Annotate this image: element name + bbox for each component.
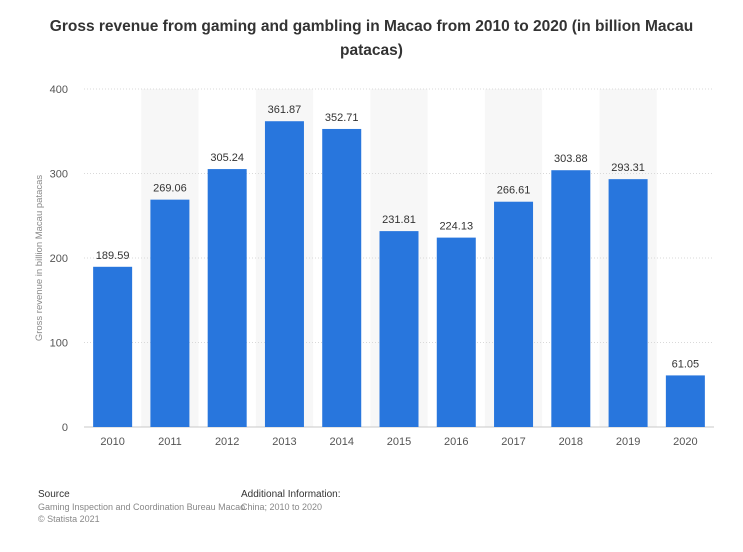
x-tick-label: 2014	[329, 436, 353, 448]
x-tick-label: 2015	[387, 436, 411, 448]
data-label: 189.59	[96, 250, 130, 262]
x-tick-label: 2020	[673, 436, 697, 448]
x-tick-label: 2011	[158, 436, 182, 448]
x-tick-label: 2012	[215, 436, 239, 448]
x-tick-label: 2016	[444, 436, 468, 448]
chart-title: Gross revenue from gaming and gambling i…	[49, 18, 694, 59]
x-tick-label: 2019	[616, 436, 640, 448]
additional-info-heading: Additional Information:	[241, 489, 341, 500]
source-line-2: © Statista 2021	[38, 514, 100, 524]
data-label: 305.24	[210, 152, 244, 164]
data-label: 231.81	[382, 214, 416, 226]
bar	[436, 237, 476, 427]
additional-info-line: China; 2010 to 2020	[241, 502, 323, 512]
bar-chart: 0 100 200 300 400 Gross revenue in billion Ma…	[34, 84, 714, 448]
x-tick-label: 2018	[559, 436, 583, 448]
data-label: 361.87	[268, 104, 302, 116]
x-tick-label: 2010	[100, 436, 124, 448]
bar	[379, 231, 419, 427]
data-label: 293.31	[611, 162, 645, 174]
y-tick-label: 0	[62, 422, 68, 434]
source-line-1: Gaming Inspection and Coordination Burea…	[38, 502, 246, 512]
bar	[608, 179, 648, 427]
bar	[264, 121, 304, 427]
data-label: 269.06	[153, 183, 187, 195]
bar	[207, 169, 247, 427]
data-label: 352.71	[325, 112, 359, 124]
y-tick-label: 100	[50, 338, 68, 350]
bar	[322, 128, 362, 427]
data-label: 224.13	[439, 221, 473, 233]
source-block: Source Gaming Inspection and Coordinatio…	[38, 489, 245, 525]
additional-info-block: Additional Information: China; 2010 to 2…	[241, 489, 341, 513]
data-label: 303.88	[554, 153, 588, 165]
bar	[93, 266, 133, 427]
source-heading: Source	[38, 489, 70, 500]
y-tick-label: 200	[50, 253, 68, 265]
y-tick-label: 400	[50, 84, 68, 96]
y-tick-label: 300	[50, 169, 68, 181]
data-label: 266.61	[497, 185, 531, 197]
bar	[150, 199, 190, 427]
bar	[494, 201, 534, 427]
bar	[551, 170, 591, 427]
bar	[665, 375, 705, 427]
y-axis-label: Gross revenue in billion Macau patacas	[34, 175, 45, 342]
x-tick-label: 2017	[501, 436, 525, 448]
x-tick-label: 2013	[272, 436, 296, 448]
data-label: 61.05	[672, 358, 700, 370]
